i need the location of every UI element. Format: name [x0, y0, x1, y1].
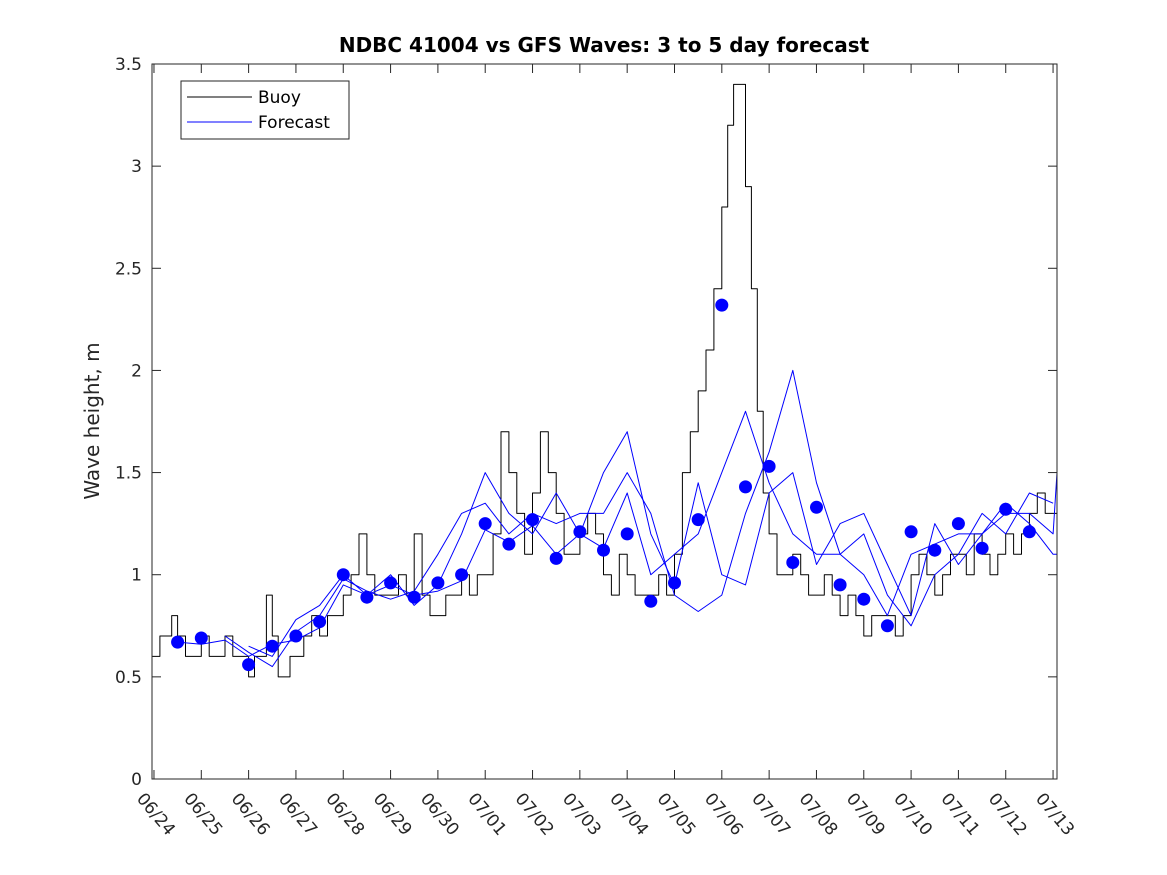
forecast-marker [620, 527, 634, 541]
forecast-marker [739, 480, 752, 494]
forecast-marker [549, 551, 563, 565]
y-tick-label: 2.5 [115, 259, 142, 279]
y-tick-label: 2 [131, 361, 142, 381]
x-tick-label: 06/28 [321, 789, 368, 839]
x-tick-label: 07/12 [984, 789, 1031, 839]
y-tick-label: 0 [131, 770, 142, 790]
x-tick-label: 07/10 [889, 789, 936, 839]
series-line-buoy [152, 83, 1058, 678]
y-tick-label: 0.5 [115, 668, 142, 688]
forecast-marker [928, 543, 942, 557]
x-tick-label: 07/04 [605, 789, 652, 839]
legend-box [180, 80, 350, 140]
forecast-marker [289, 629, 303, 643]
forecast-marker [455, 568, 469, 582]
x-tick-label: 06/29 [369, 789, 416, 839]
x-tick-label: 06/26 [227, 789, 274, 839]
x-tick-label: 06/30 [416, 789, 463, 839]
forecast-marker [904, 525, 918, 539]
forecast-marker [715, 298, 729, 312]
y-tick-label: 3 [131, 157, 142, 177]
x-tick-label: 07/03 [558, 789, 605, 839]
forecast-marker [975, 541, 989, 555]
forecast-marker [313, 615, 327, 629]
x-tick-label: 07/05 [653, 789, 700, 839]
forecast-marker [336, 568, 350, 582]
forecast-marker [951, 517, 965, 531]
forecast-marker [597, 543, 610, 557]
forecast-marker [407, 590, 421, 604]
forecast-marker [478, 517, 492, 531]
x-tick-label: 06/27 [274, 789, 321, 839]
x-tick-label: 07/02 [511, 789, 558, 839]
y-axis: 0 0.5 1 1.5 2 2.5 3 3.5 [115, 55, 1057, 790]
legend: Buoy Forecast [180, 80, 350, 140]
forecast-marker [833, 578, 847, 592]
y-tick-label: 1 [131, 566, 142, 586]
forecast-marker [786, 556, 800, 569]
forecast-marker [171, 635, 185, 649]
legend-label-forecast: Forecast [258, 113, 330, 133]
forecast-marker [242, 658, 256, 672]
forecast-marker [1022, 525, 1036, 539]
forecast-marker [810, 500, 823, 514]
series-line-forecast [224, 369, 1054, 668]
forecast-marker [644, 594, 658, 608]
x-tick-label: 07/06 [700, 789, 747, 839]
y-tick-label: 3.5 [115, 55, 142, 75]
y-axis-title: Wave height, m [80, 342, 104, 499]
forecast-marker [526, 513, 539, 527]
x-tick-label: 07/07 [747, 789, 794, 839]
x-tick-label: 07/01 [463, 789, 510, 839]
chart-title: NDBC 41004 vs GFS Waves: 3 to 5 day fore… [339, 33, 870, 57]
forecast-marker [265, 639, 279, 653]
forecast-marker [999, 502, 1013, 516]
marker-layer [171, 298, 1036, 672]
y-tick-label: 1.5 [115, 464, 142, 484]
x-tick-label: 07/11 [937, 789, 984, 839]
forecast-marker [573, 525, 587, 539]
forecast-marker [691, 513, 705, 527]
forecast-marker [384, 576, 398, 590]
forecast-marker [360, 590, 374, 604]
x-tick-label: 07/09 [842, 789, 889, 839]
forecast-marker [502, 537, 516, 551]
x-tick-label: 07/08 [795, 789, 842, 839]
forecast-marker [668, 576, 681, 590]
forecast-marker [880, 619, 894, 633]
forecast-marker [431, 576, 445, 590]
legend-label-buoy: Buoy [258, 88, 301, 108]
plot-frame [151, 63, 1058, 780]
plot-area [152, 64, 1057, 779]
x-tick-label: 06/24 [132, 789, 179, 839]
forecast-marker [857, 592, 871, 606]
forecast-marker [762, 459, 776, 473]
series-line-forecast [177, 410, 1058, 657]
x-tick-label: 06/25 [179, 789, 226, 839]
forecast-marker [194, 631, 208, 645]
x-tick-label: 07/13 [1031, 789, 1078, 839]
